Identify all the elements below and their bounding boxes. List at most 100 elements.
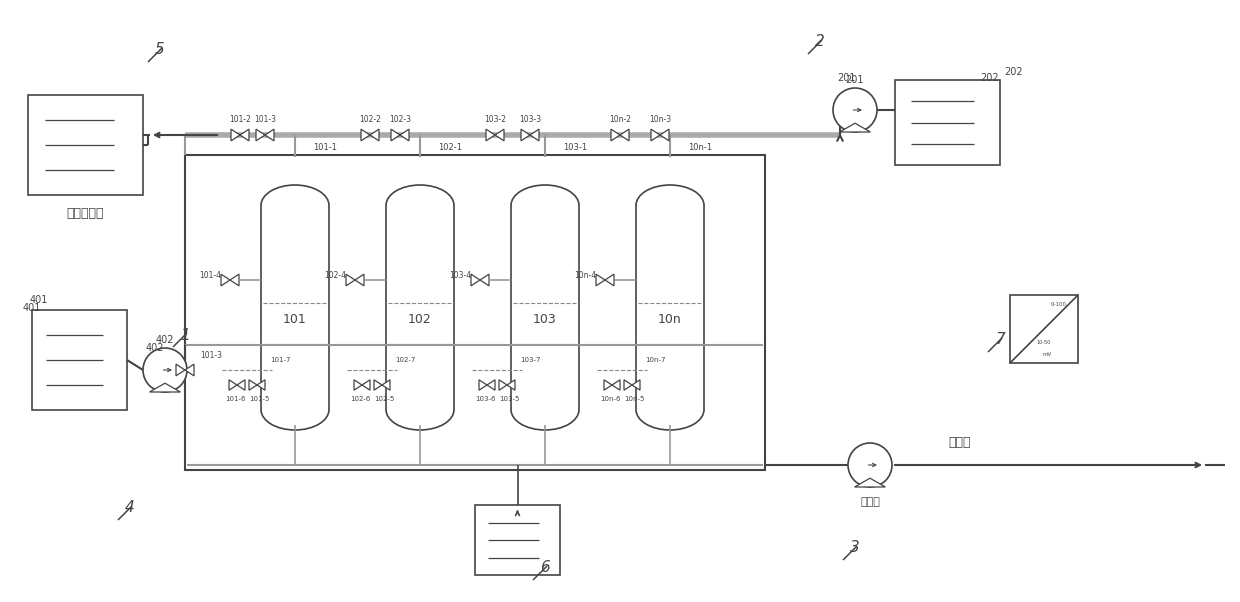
Polygon shape <box>241 129 249 141</box>
Bar <box>185 155 765 470</box>
Polygon shape <box>624 380 632 390</box>
Polygon shape <box>353 380 362 390</box>
Text: 反洗后水筱: 反洗后水筱 <box>67 207 104 220</box>
Text: 5: 5 <box>155 43 165 58</box>
Text: 101-7: 101-7 <box>270 357 290 363</box>
Bar <box>29 95 143 195</box>
Text: 103-7: 103-7 <box>520 357 541 363</box>
Polygon shape <box>257 380 265 390</box>
Text: 101-1: 101-1 <box>312 143 337 152</box>
Polygon shape <box>185 364 193 376</box>
Polygon shape <box>221 274 229 286</box>
Text: 101-4: 101-4 <box>198 272 221 281</box>
Text: 2: 2 <box>815 34 825 49</box>
Text: 101-6: 101-6 <box>224 396 246 402</box>
Text: 102-5: 102-5 <box>374 396 394 402</box>
Text: 103-6: 103-6 <box>475 396 495 402</box>
Polygon shape <box>237 380 246 390</box>
Bar <box>1011 295 1078 363</box>
Text: 103-4: 103-4 <box>449 272 471 281</box>
Text: 10n-5: 10n-5 <box>624 396 645 402</box>
Polygon shape <box>487 380 495 390</box>
Polygon shape <box>362 380 370 390</box>
Text: 202: 202 <box>981 73 999 83</box>
Polygon shape <box>374 380 382 390</box>
Polygon shape <box>479 380 487 390</box>
Polygon shape <box>521 129 529 141</box>
Polygon shape <box>255 129 265 141</box>
Text: 102-3: 102-3 <box>389 116 410 125</box>
Polygon shape <box>486 129 495 141</box>
Text: 1: 1 <box>180 327 190 343</box>
Text: 402: 402 <box>156 335 175 345</box>
Polygon shape <box>604 380 613 390</box>
Circle shape <box>848 443 892 487</box>
Text: 201: 201 <box>846 75 864 85</box>
Text: 10n-4: 10n-4 <box>574 272 596 281</box>
Text: 10n-2: 10n-2 <box>609 116 631 125</box>
Polygon shape <box>391 129 401 141</box>
Text: 102-2: 102-2 <box>360 116 381 125</box>
Text: 10n-3: 10n-3 <box>649 116 671 125</box>
Bar <box>895 80 999 165</box>
Text: 10n: 10n <box>658 313 682 326</box>
Bar <box>32 310 126 410</box>
Text: 102-4: 102-4 <box>324 272 346 281</box>
Text: 402: 402 <box>146 343 164 353</box>
Text: 注水泵: 注水泵 <box>861 497 880 507</box>
Text: 去井口: 去井口 <box>949 436 971 450</box>
Text: 10n-6: 10n-6 <box>600 396 620 402</box>
Polygon shape <box>605 274 614 286</box>
Polygon shape <box>231 129 241 141</box>
Polygon shape <box>632 380 640 390</box>
Text: 4: 4 <box>125 500 135 515</box>
Polygon shape <box>265 129 274 141</box>
Text: 103: 103 <box>533 313 557 326</box>
Text: 102-7: 102-7 <box>396 357 415 363</box>
Polygon shape <box>471 274 480 286</box>
Polygon shape <box>346 274 355 286</box>
Polygon shape <box>498 380 507 390</box>
Polygon shape <box>176 364 185 376</box>
Text: 101-3: 101-3 <box>254 116 277 125</box>
Text: 10n-1: 10n-1 <box>688 143 712 152</box>
Text: 7: 7 <box>996 332 1004 347</box>
Text: 10n-7: 10n-7 <box>645 357 666 363</box>
Text: 103-3: 103-3 <box>518 116 541 125</box>
Text: 101-3: 101-3 <box>200 352 222 361</box>
Polygon shape <box>249 380 257 390</box>
Polygon shape <box>229 274 239 286</box>
Text: 102-6: 102-6 <box>350 396 371 402</box>
Polygon shape <box>229 380 237 390</box>
Polygon shape <box>480 274 489 286</box>
Polygon shape <box>620 129 629 141</box>
Text: 103-2: 103-2 <box>484 116 506 125</box>
Polygon shape <box>507 380 515 390</box>
Text: 102: 102 <box>408 313 432 326</box>
Text: mV: mV <box>1043 353 1052 358</box>
Polygon shape <box>401 129 409 141</box>
Text: 103-1: 103-1 <box>563 143 587 152</box>
Bar <box>475 505 560 575</box>
Polygon shape <box>495 129 503 141</box>
Polygon shape <box>361 129 370 141</box>
Text: 102-1: 102-1 <box>438 143 463 152</box>
Polygon shape <box>839 123 870 132</box>
Text: 0-100: 0-100 <box>1052 302 1066 308</box>
Text: 3: 3 <box>851 541 859 556</box>
Polygon shape <box>660 129 670 141</box>
Polygon shape <box>613 380 620 390</box>
Circle shape <box>143 348 187 392</box>
Polygon shape <box>370 129 379 141</box>
Polygon shape <box>854 478 885 487</box>
Polygon shape <box>596 274 605 286</box>
Text: 101-2: 101-2 <box>229 116 250 125</box>
Polygon shape <box>355 274 365 286</box>
Text: 401: 401 <box>22 303 41 313</box>
Text: 401: 401 <box>30 295 48 305</box>
Text: 101-5: 101-5 <box>249 396 269 402</box>
Polygon shape <box>611 129 620 141</box>
Text: 101: 101 <box>283 313 306 326</box>
Text: 202: 202 <box>1004 67 1023 77</box>
Polygon shape <box>382 380 391 390</box>
